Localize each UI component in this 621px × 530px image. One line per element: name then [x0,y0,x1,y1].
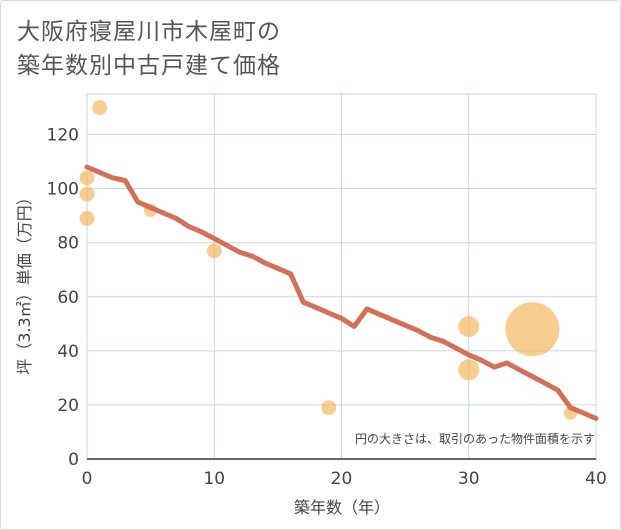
y-tick-label: 120 [47,126,79,146]
data-point [321,400,337,416]
x-tick-label: 10 [203,469,225,489]
y-tick-label: 0 [68,450,79,470]
x-tick-label: 40 [585,469,607,489]
y-tick-label: 100 [47,180,79,200]
trend-line-group [84,164,599,421]
data-point [92,100,108,116]
y-tick-label: 60 [57,288,79,308]
y-tick-label: 80 [57,234,79,254]
data-point [458,316,480,338]
data-point [79,210,95,226]
scatter-points [79,100,578,420]
grid [86,93,597,460]
x-tick-label: 30 [458,469,480,489]
x-tick-label: 20 [331,469,353,489]
chart-title: 大阪府寝屋川市木屋町の 築年数別中古戸建て価格 [17,15,281,83]
y-axis-label: 坪（3.3㎡）単価（万円） [15,189,34,374]
data-point [206,243,222,259]
size-note: 円の大きさは、取引のあった物件面積を示す [355,431,595,446]
y-tick-label: 40 [57,342,79,362]
data-point [79,186,95,202]
axis-ticks: 0 10 20 30 40 0 20 40 60 80 100 120 [47,126,607,489]
data-point [79,170,95,186]
chart-title-line1: 大阪府寝屋川市木屋町の [17,19,281,45]
x-axis-label: 築年数（年） [294,498,390,517]
x-tick-label: 0 [82,469,93,489]
data-point [505,302,560,357]
y-tick-label: 20 [57,396,79,416]
chart-title-line2: 築年数別中古戸建て価格 [17,53,281,79]
trend-line [84,164,599,421]
data-point [458,359,480,381]
